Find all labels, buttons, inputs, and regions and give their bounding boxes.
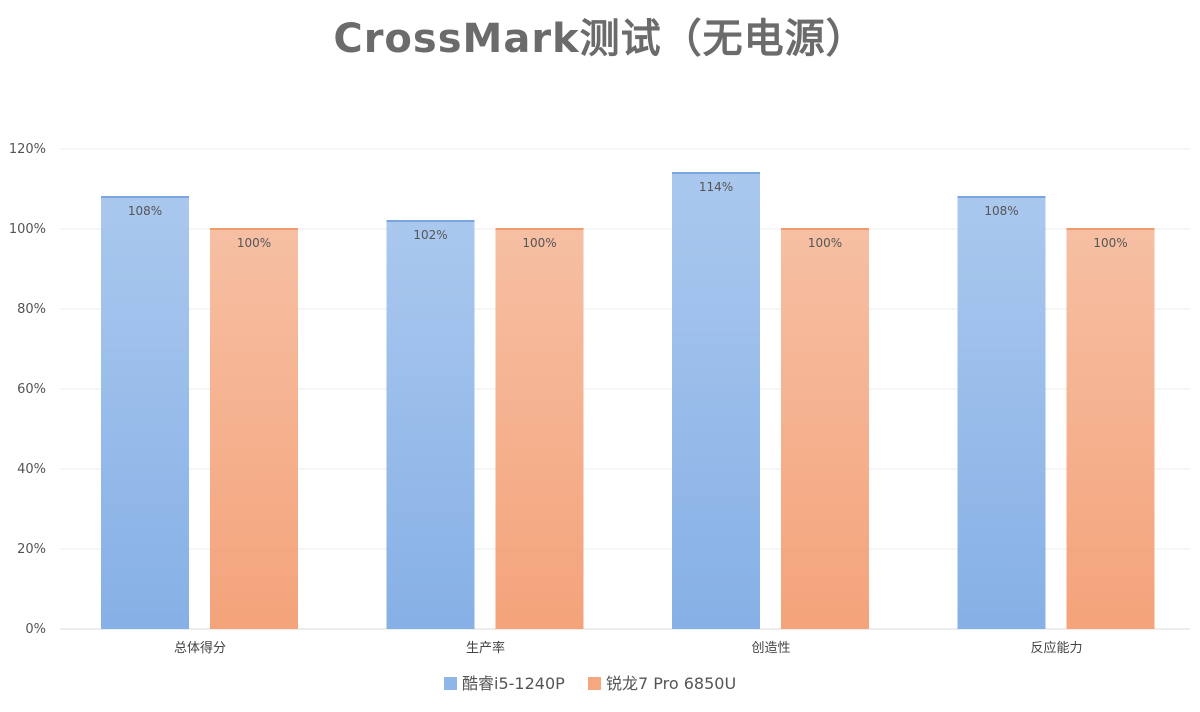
- data-label: 100%: [237, 236, 271, 250]
- bar: [1066, 229, 1155, 629]
- y-tick-label: 40%: [17, 462, 46, 477]
- data-label: 100%: [522, 236, 556, 250]
- x-tick-label: 创造性: [751, 641, 790, 656]
- y-tick-label: 120%: [9, 142, 46, 157]
- x-tick-label: 总体得分: [174, 640, 226, 656]
- bar: [386, 221, 475, 629]
- bar: [672, 173, 760, 629]
- y-tick-label: 80%: [17, 302, 46, 317]
- bar: [495, 229, 584, 629]
- legend-swatch: [588, 677, 601, 690]
- y-tick-label: 0%: [25, 622, 46, 637]
- data-label: 114%: [699, 180, 733, 194]
- chart-title: CrossMark测试（无电源）: [333, 16, 867, 62]
- bar: [957, 197, 1046, 629]
- data-label: 108%: [984, 204, 1018, 218]
- legend: 酷睿i5-1240P 锐龙7 Pro 6850U: [444, 674, 736, 693]
- bar: [101, 197, 189, 629]
- y-tick-label: 60%: [17, 382, 46, 397]
- legend-label: 锐龙7 Pro 6850U: [606, 674, 736, 693]
- y-tick-label: 20%: [17, 542, 46, 557]
- x-tick-label: 生产率: [466, 640, 505, 656]
- bar: [781, 229, 869, 629]
- bar: [210, 229, 298, 629]
- labels: 0% 20% 40% 60% 80% 100% 120% 108% 100% 总体得分 102% 10…: [9, 142, 1128, 656]
- y-tick-label: 100%: [9, 222, 46, 237]
- data-label: 100%: [1093, 236, 1127, 250]
- data-label: 100%: [808, 236, 842, 250]
- legend-swatch: [444, 677, 457, 690]
- bars: [101, 172, 1155, 629]
- legend-label: 酷睿i5-1240P: [462, 674, 565, 693]
- x-tick-label: 反应能力: [1030, 640, 1082, 656]
- data-label: 102%: [413, 228, 447, 242]
- data-label: 108%: [128, 204, 162, 218]
